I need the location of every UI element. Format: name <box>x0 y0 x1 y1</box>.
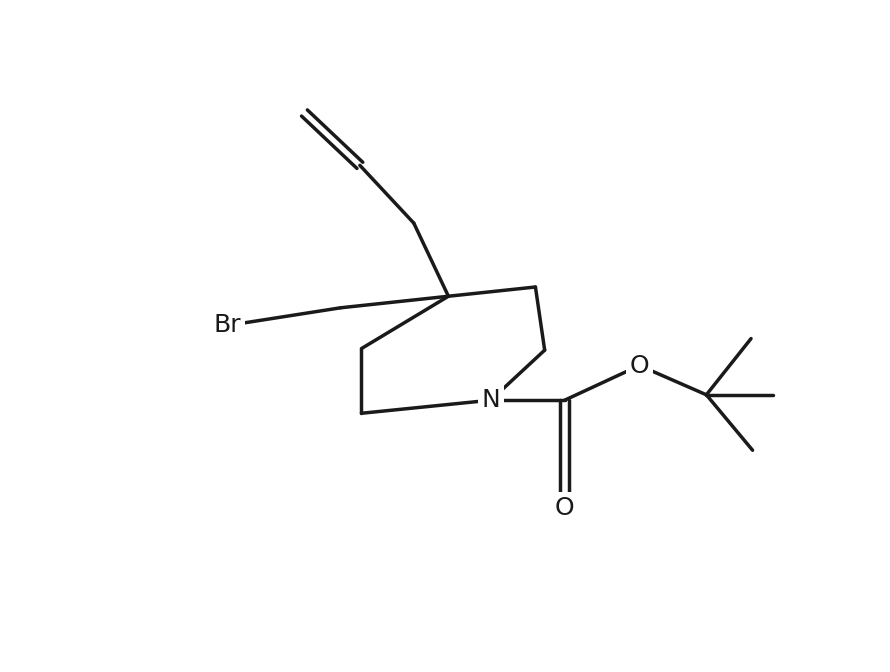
Text: Br: Br <box>214 314 241 337</box>
Text: N: N <box>481 388 500 412</box>
Text: O: O <box>554 496 575 520</box>
Text: O: O <box>629 353 649 378</box>
